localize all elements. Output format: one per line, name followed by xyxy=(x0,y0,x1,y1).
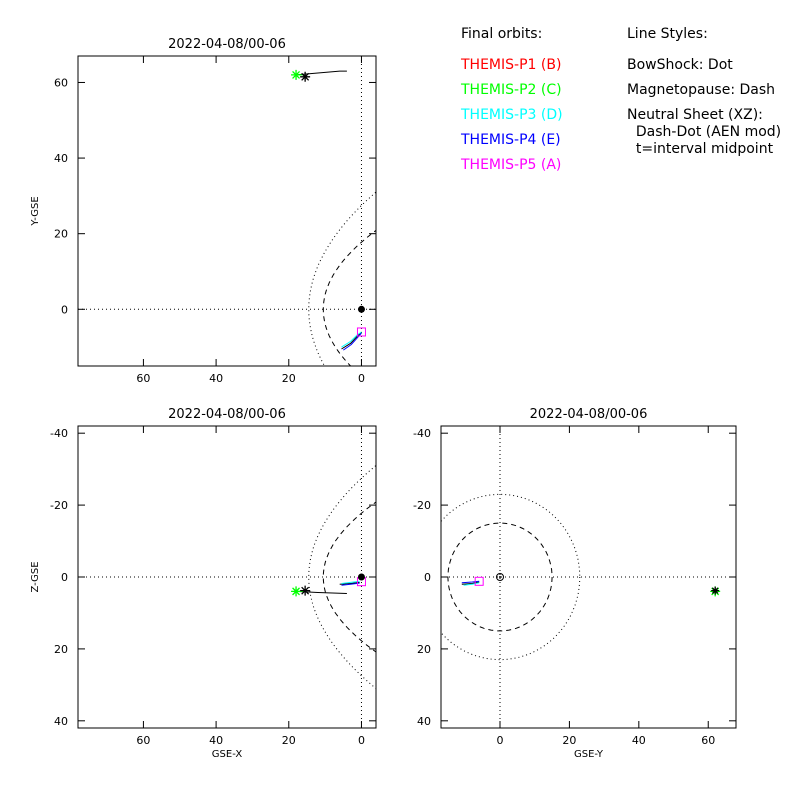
y-tick-label: -20 xyxy=(50,499,68,512)
bowshock-curve xyxy=(308,191,376,366)
inner-trajectory-black xyxy=(339,581,360,585)
legend-probe-p1: THEMIS-P1 (B) xyxy=(461,57,562,73)
line-styles-title: Line Styles: xyxy=(627,26,708,42)
y-tick-label: 40 xyxy=(54,715,68,728)
earth-symbol xyxy=(496,573,504,581)
line-style-dash-dot: Dash-Dot (AEN mod) xyxy=(627,124,782,140)
panel-xz: 2022-04-08/00-06 60 40 20 0 40 20 0 -20 -40 GSE-X Z… xyxy=(30,407,377,760)
legend-probe-p4: THEMIS-P4 (E) xyxy=(461,132,561,148)
legend-probe-p3: THEMIS-P3 (D) xyxy=(461,107,563,123)
outer-trajectory xyxy=(295,70,347,76)
inner-trajectory-blue xyxy=(343,332,362,351)
panel-yz: 2022-04-08/00-06 0 20 40 60 40 20 0 -20 -40 GSE-Y xyxy=(413,407,737,760)
y-tick-label: -20 xyxy=(413,499,431,512)
x-axis-label: GSE-Y xyxy=(574,749,604,760)
inner-trajectory-black xyxy=(461,581,480,585)
x-tick-label: 40 xyxy=(632,734,646,747)
inner-trajectory-blue xyxy=(461,580,480,584)
y-axis-label: Y-GSE xyxy=(30,196,41,226)
chart-title: 2022-04-08/00-06 xyxy=(168,37,286,52)
earth-center xyxy=(499,576,501,578)
probe-p5-marker xyxy=(474,576,484,586)
x-tick-label: 20 xyxy=(562,734,576,747)
probe-p5-marker xyxy=(356,327,366,337)
chart-title: 2022-04-08/00-06 xyxy=(530,407,648,422)
x-tick-label: 0 xyxy=(358,372,365,385)
x-tick-label: 60 xyxy=(136,372,150,385)
y-tick-label: -40 xyxy=(413,427,431,440)
x-tick-label: 0 xyxy=(358,734,365,747)
plot-frame xyxy=(77,55,377,367)
y-axis-label: Z-GSE xyxy=(30,561,41,592)
inner-trajectory-cyan xyxy=(463,582,480,586)
final-orbits-title: Final orbits: xyxy=(461,26,543,42)
magnetopause-curve xyxy=(447,522,553,632)
line-style-neutral-sheet: Neutral Sheet (XZ): xyxy=(627,107,763,123)
x-tick-label: 20 xyxy=(282,734,296,747)
x-tick-label: 0 xyxy=(497,734,504,747)
line-style-magnetopause: Magnetopause: Dash xyxy=(627,82,776,98)
inner-trajectory-cyan xyxy=(341,580,360,584)
x-tick-label: 60 xyxy=(701,734,715,747)
y-tick-label: 20 xyxy=(54,228,68,241)
y-tick-label: 0 xyxy=(61,303,68,316)
magnetopause-curve xyxy=(322,229,376,366)
x-axis-label: GSE-X xyxy=(212,749,243,760)
y-tick-label: 60 xyxy=(54,76,68,89)
y-tick-label: 20 xyxy=(54,643,68,656)
panel-xy: 2022-04-08/00-06 60 40 20 0 0 20 40 60 Y-GSE xyxy=(30,37,377,385)
chart-title: 2022-04-08/00-06 xyxy=(168,407,286,422)
x-tick-label: 20 xyxy=(282,372,296,385)
y-tick-label: 0 xyxy=(424,571,431,584)
probe-p1-star xyxy=(711,586,720,595)
bowshock-curve xyxy=(441,493,581,661)
y-tick-label: 20 xyxy=(417,643,431,656)
probe-p1-star xyxy=(300,585,311,596)
probe-p2-star xyxy=(291,69,302,80)
y-tick-label: 0 xyxy=(61,571,68,584)
line-style-midpoint: t=interval midpoint xyxy=(627,141,774,157)
y-tick-label: 40 xyxy=(417,715,431,728)
inner-trajectory-black xyxy=(341,331,362,350)
line-style-bowshock: BowShock: Dot xyxy=(627,57,733,73)
inner-trajectory-cyan xyxy=(341,331,362,348)
probe-p2-star xyxy=(291,586,302,597)
probe-p1-star xyxy=(300,71,311,82)
legend-probe-p5: THEMIS-P5 (A) xyxy=(461,157,562,173)
y-tick-label: 40 xyxy=(54,152,68,165)
x-tick-label: 60 xyxy=(136,734,150,747)
inner-trajectory-blue xyxy=(341,582,360,586)
y-tick-label: -40 xyxy=(50,427,68,440)
x-tick-label: 40 xyxy=(209,734,223,747)
x-tick-label: 40 xyxy=(209,372,223,385)
legend-probe-p2: THEMIS-P2 (C) xyxy=(461,82,562,98)
earth-symbol xyxy=(357,573,365,581)
earth-symbol xyxy=(357,305,365,313)
